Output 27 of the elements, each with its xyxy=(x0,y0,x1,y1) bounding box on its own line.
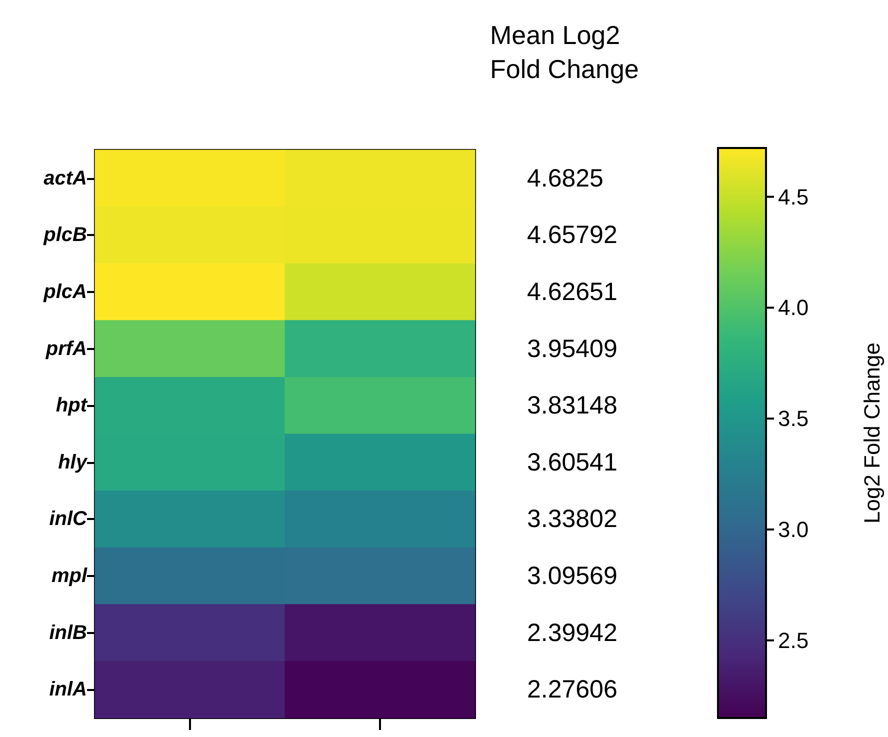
color-bar-title: Log2 Fold Change xyxy=(860,342,884,524)
text: Mean Log2 Fold Change xyxy=(490,20,639,84)
y2-tick-label: 3.95409 xyxy=(527,334,618,363)
color-bar-label: 4.0 xyxy=(778,295,809,320)
y2-tick-label: 4.62651 xyxy=(527,278,618,306)
y-tick-label: plcB xyxy=(42,224,87,246)
y2-tick-label: 2.39942 xyxy=(527,618,618,647)
y-tick-label: hly xyxy=(58,451,88,474)
y2-tick-label: 3.33802 xyxy=(527,505,618,534)
color-bar-label: 2.5 xyxy=(778,628,809,653)
y-tick-label: plcA xyxy=(42,281,87,303)
y-tick-label: inlC xyxy=(49,508,88,530)
y2-tick-label: 2.27606 xyxy=(527,676,618,704)
y-tick-label: prfA xyxy=(44,338,87,360)
y2-tick-label: 3.09569 xyxy=(527,562,618,590)
y2-tick-label: 4.6825 xyxy=(527,164,604,192)
y-tick-label: hpt xyxy=(56,394,88,417)
y-tick-label: inlA xyxy=(49,678,87,701)
y2-tick-label: 3.83148 xyxy=(527,392,618,420)
y2-tick-label: 3.60541 xyxy=(527,448,618,476)
y-tick-label: actA xyxy=(44,167,87,190)
color-bar-label: 4.5 xyxy=(778,184,809,210)
color-bar-label: 3.0 xyxy=(778,516,809,542)
color-bar-label: 3.5 xyxy=(778,406,809,432)
y-tick-label: mpl xyxy=(51,565,88,587)
y2-tick-label: 4.65792 xyxy=(527,221,618,250)
y-tick-label: inlB xyxy=(49,622,87,644)
